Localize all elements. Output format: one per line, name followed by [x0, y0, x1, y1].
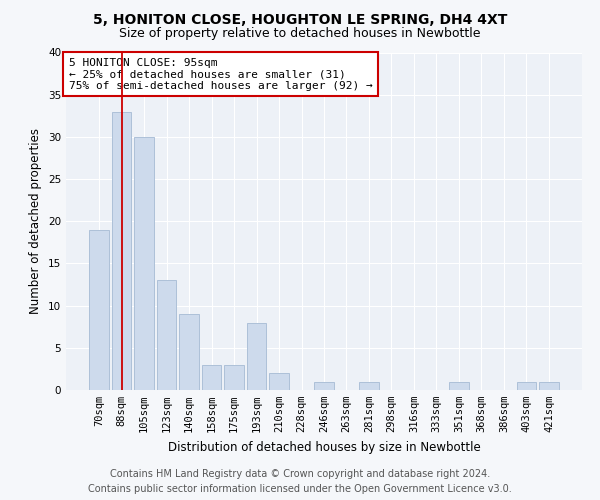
- Bar: [314, 382, 334, 390]
- Text: 5, HONITON CLOSE, HOUGHTON LE SPRING, DH4 4XT: 5, HONITON CLOSE, HOUGHTON LE SPRING, DH…: [93, 12, 507, 26]
- Bar: [539, 382, 559, 390]
- Bar: [224, 364, 244, 390]
- Bar: [157, 280, 176, 390]
- Text: Size of property relative to detached houses in Newbottle: Size of property relative to detached ho…: [119, 28, 481, 40]
- Bar: [247, 322, 266, 390]
- Bar: [179, 314, 199, 390]
- Bar: [517, 382, 536, 390]
- Y-axis label: Number of detached properties: Number of detached properties: [29, 128, 43, 314]
- Bar: [449, 382, 469, 390]
- Bar: [134, 137, 154, 390]
- Text: 5 HONITON CLOSE: 95sqm
← 25% of detached houses are smaller (31)
75% of semi-det: 5 HONITON CLOSE: 95sqm ← 25% of detached…: [68, 58, 373, 91]
- Text: Contains HM Land Registry data © Crown copyright and database right 2024.
Contai: Contains HM Land Registry data © Crown c…: [88, 469, 512, 494]
- Bar: [89, 230, 109, 390]
- Bar: [112, 112, 131, 390]
- X-axis label: Distribution of detached houses by size in Newbottle: Distribution of detached houses by size …: [167, 440, 481, 454]
- Bar: [202, 364, 221, 390]
- Bar: [359, 382, 379, 390]
- Bar: [269, 373, 289, 390]
